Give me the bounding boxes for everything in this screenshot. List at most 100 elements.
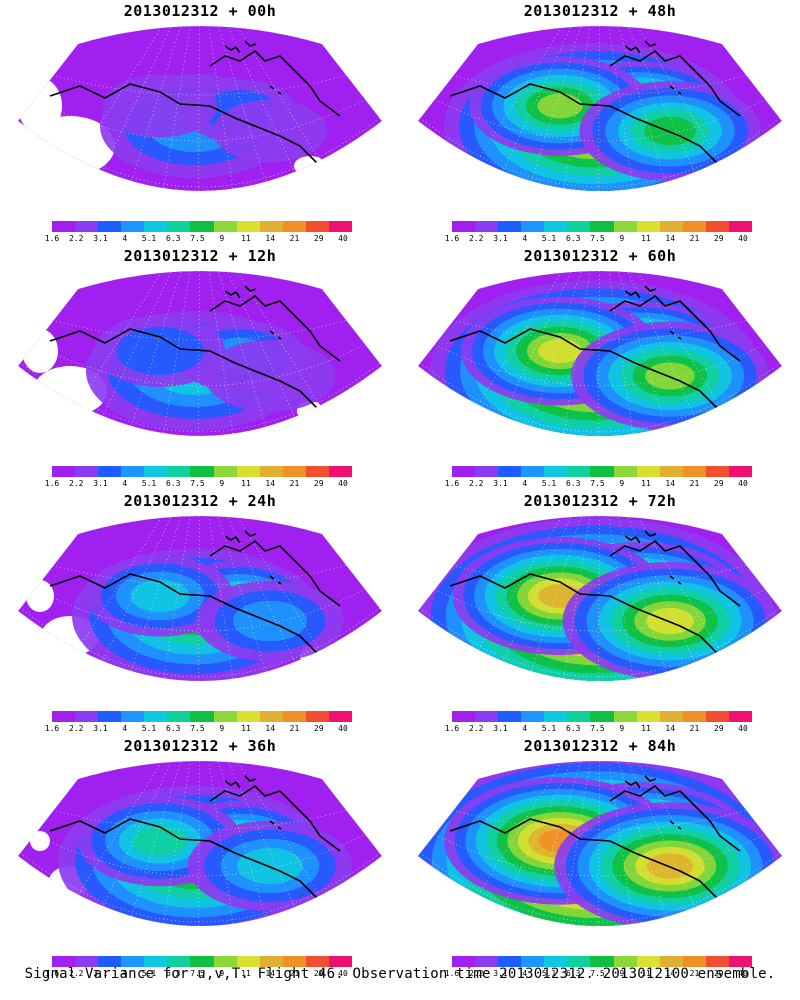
colorbar-tick-label: 9 bbox=[619, 969, 625, 978]
panel-title: 2013012312 + 60h bbox=[523, 247, 677, 265]
colorbar-tick-label: 21 bbox=[689, 969, 700, 978]
colorbar bbox=[52, 711, 353, 722]
colorbar-tick-label: 6.3 bbox=[166, 724, 181, 733]
colorbar-tick-label: 1.6 bbox=[44, 479, 60, 488]
colorbar-swatch bbox=[144, 711, 168, 722]
colorbar bbox=[52, 466, 353, 477]
colorbar-tick-label: 40 bbox=[738, 479, 748, 488]
colorbar-tick-label: 21 bbox=[289, 969, 300, 978]
colorbar-swatch bbox=[305, 956, 329, 967]
colorbar-swatch bbox=[52, 711, 76, 722]
missing-data-area bbox=[120, 187, 170, 191]
colorbar-tick-label: 21 bbox=[689, 479, 700, 488]
colorbar-swatch bbox=[659, 466, 683, 477]
colorbar-swatch bbox=[590, 956, 614, 967]
colorbar-swatch bbox=[213, 466, 237, 477]
colorbar-tick-label: 21 bbox=[289, 724, 300, 733]
map-boundary bbox=[17, 26, 383, 192]
colorbar-swatch bbox=[567, 956, 591, 967]
colorbar-tick-label: 3.1 bbox=[493, 479, 508, 488]
forecast-panel: 2013012312 + 84h 1.6 2.2 3.1 4 5.1 6.3 7.5 9 11 14… bbox=[400, 735, 800, 980]
colorbar-swatch bbox=[682, 221, 706, 232]
colorbar-swatch bbox=[144, 221, 168, 232]
colorbar-ticks: 1.6 2.2 3.1 4 5.1 6.3 7.5 9 11 14 21 29 40 bbox=[42, 234, 362, 244]
colorbar-tick-label: 9 bbox=[619, 724, 625, 733]
coastline bbox=[49, 285, 341, 422]
variance-contour bbox=[538, 338, 582, 364]
colorbar-swatch bbox=[52, 956, 76, 967]
coastline bbox=[449, 530, 741, 667]
colorbar-tick-label: 5.1 bbox=[541, 969, 557, 978]
map-boundary bbox=[417, 516, 783, 682]
colorbar-swatch bbox=[521, 466, 545, 477]
colorbar-tick-label: 6.3 bbox=[166, 969, 181, 978]
colorbar-tick-label: 1.6 bbox=[44, 724, 60, 733]
colorbar-tick-label: 2.2 bbox=[469, 724, 484, 733]
colorbar-tick-label: 7.5 bbox=[590, 724, 605, 733]
colorbar-swatch bbox=[213, 711, 237, 722]
colorbar-tick-label: 3.1 bbox=[493, 969, 508, 978]
figure-caption: Signal Variance for u,v,T. Flight 46. Ob… bbox=[24, 966, 776, 982]
forecast-panel: 2013012312 + 00h 1.6 2.2 3.1 4 5.1 6.3 7.5 9 11 14… bbox=[0, 0, 400, 245]
colorbar-swatch bbox=[167, 956, 191, 967]
variance-contour bbox=[116, 327, 204, 375]
colorbar-tick-label: 6.3 bbox=[566, 724, 581, 733]
colorbar-swatch bbox=[475, 711, 499, 722]
colorbar-tick-label: 2.2 bbox=[69, 969, 84, 978]
coastline bbox=[449, 775, 741, 912]
colorbar-tick-label: 5.1 bbox=[541, 724, 557, 733]
colorbar-swatch bbox=[259, 221, 283, 232]
colorbar-swatch bbox=[567, 221, 591, 232]
colorbar-swatch bbox=[236, 711, 260, 722]
colorbar-swatch bbox=[682, 711, 706, 722]
colorbar-swatch bbox=[705, 956, 729, 967]
colorbar-tick-label: 4 bbox=[122, 724, 128, 733]
colorbar-tick-label: 14 bbox=[665, 724, 676, 733]
colorbar-tick-label: 14 bbox=[265, 479, 276, 488]
colorbar-tick-label: 5.1 bbox=[141, 724, 157, 733]
colorbar-swatch bbox=[705, 711, 729, 722]
colorbar-tick-label: 5.1 bbox=[141, 969, 157, 978]
colorbar-tick-label: 7.5 bbox=[590, 479, 605, 488]
colorbar-tick-label: 1.6 bbox=[44, 234, 60, 243]
colorbar-swatch bbox=[544, 711, 568, 722]
colorbar-swatch bbox=[682, 466, 706, 477]
colorbar-swatch bbox=[282, 466, 306, 477]
colorbar-tick-label: 7.5 bbox=[190, 234, 205, 243]
colorbar-swatch bbox=[98, 221, 122, 232]
colorbar-tick-label: 29 bbox=[713, 234, 724, 243]
colorbar-tick-label: 9 bbox=[619, 234, 625, 243]
colorbar-swatch bbox=[636, 221, 660, 232]
colorbar bbox=[452, 711, 753, 722]
colorbar-tick-label: 4 bbox=[122, 969, 128, 978]
colorbar-swatch bbox=[452, 466, 476, 477]
variance-contour bbox=[237, 847, 303, 885]
colorbar-tick-label: 1.6 bbox=[444, 234, 460, 243]
colorbar-tick-label: 14 bbox=[665, 969, 676, 978]
colorbar-tick-label: 14 bbox=[265, 234, 276, 243]
colorbar-swatch bbox=[167, 711, 191, 722]
colorbar-tick-label: 4 bbox=[122, 479, 128, 488]
variance-contour bbox=[103, 74, 217, 138]
colorbar-swatch bbox=[452, 221, 476, 232]
colorbar-swatch bbox=[475, 956, 499, 967]
colorbar-swatch bbox=[121, 711, 145, 722]
polar-map bbox=[17, 516, 383, 682]
colorbar-tick-label: 6.3 bbox=[566, 479, 581, 488]
colorbar-ticks: 1.6 2.2 3.1 4 5.1 6.3 7.5 9 11 14 21 29 40 bbox=[442, 479, 762, 489]
colorbar-tick-label: 3.1 bbox=[93, 234, 108, 243]
forecast-panel: 2013012312 + 36h 1.6 2.2 3.1 4 5.1 6.3 7.5 9 11 14… bbox=[0, 735, 400, 980]
colorbar-swatch bbox=[728, 221, 753, 232]
colorbar-swatch bbox=[498, 711, 522, 722]
colorbar-tick-label: 14 bbox=[665, 479, 676, 488]
colorbar-tick-label: 14 bbox=[265, 969, 276, 978]
panel-title: 2013012312 + 84h bbox=[523, 737, 677, 755]
colorbar-swatch bbox=[144, 956, 168, 967]
colorbar-tick-label: 6.3 bbox=[566, 234, 581, 243]
colorbar-tick-label: 3.1 bbox=[93, 969, 108, 978]
panel-title: 2013012312 + 36h bbox=[123, 737, 277, 755]
colorbar-swatch bbox=[328, 956, 353, 967]
colorbar-swatch bbox=[521, 956, 545, 967]
colorbar-swatch bbox=[236, 466, 260, 477]
missing-data-area bbox=[30, 831, 50, 851]
